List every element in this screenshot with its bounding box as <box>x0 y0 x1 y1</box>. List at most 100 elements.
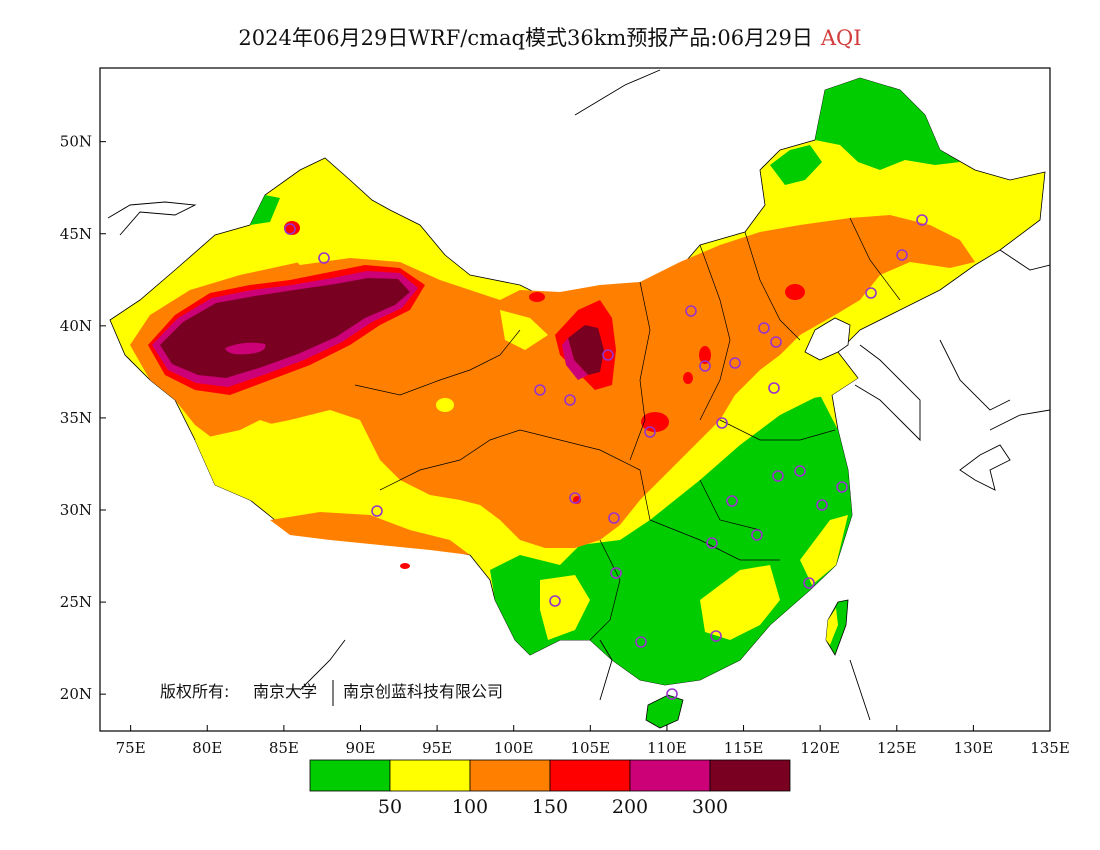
y-tick-label: 50N <box>60 133 92 151</box>
y-tick-label: 30N <box>60 501 92 519</box>
x-tick-label: 110E <box>647 739 687 757</box>
station-marker <box>836 481 848 493</box>
station-marker <box>371 505 383 517</box>
legend-swatch <box>469 759 551 792</box>
x-tick-label: 115E <box>724 739 764 757</box>
hotspot-shanxi <box>699 346 711 364</box>
station-marker <box>726 495 738 507</box>
hotspot-shaanxi <box>683 372 693 384</box>
y-tick-label: 40N <box>60 317 92 335</box>
station-marker <box>770 336 782 348</box>
station-marker <box>768 382 780 394</box>
y-tick-label: 45N <box>60 225 92 243</box>
x-tick-label: 85E <box>269 739 299 757</box>
station-marker <box>758 322 770 334</box>
hotspot-yunnan <box>400 563 410 569</box>
station-marker <box>635 636 647 648</box>
region-yellow-tibet <box>195 410 470 540</box>
legend-swatch <box>629 759 711 792</box>
copyright-prefix: 版权所有: <box>160 682 229 701</box>
x-tick-label: 100E <box>494 739 534 757</box>
island-hainan <box>645 694 684 729</box>
station-marker <box>710 630 722 642</box>
x-tick-label: 75E <box>116 739 146 757</box>
legend-threshold-label: 200 <box>612 796 648 818</box>
y-tick-label: 25N <box>60 593 92 611</box>
x-tick-label: 130E <box>954 739 994 757</box>
station-marker <box>666 688 678 700</box>
x-tick-label: 135E <box>1030 739 1070 757</box>
legend-threshold-label: 300 <box>692 796 728 818</box>
legend-colorbar: 50 100 150 200 300 <box>309 759 791 818</box>
x-tick-label: 105E <box>571 739 611 757</box>
station-marker <box>751 529 763 541</box>
x-tick-label: 120E <box>800 739 840 757</box>
x-tick-label: 90E <box>345 739 375 757</box>
y-axis: 50N 45N 40N 35N 30N 25N 20N <box>60 133 106 703</box>
station-marker <box>803 577 815 589</box>
station-marker <box>865 287 877 299</box>
x-tick-label: 125E <box>877 739 917 757</box>
hotspot-hebei <box>785 284 805 300</box>
station-marker <box>729 357 741 369</box>
title-main: 2024年06月29日WRF/cmaq模式36km预报产品:06月29日 <box>238 26 813 50</box>
station-marker <box>644 426 656 438</box>
region-yellow-guangdong <box>700 565 780 640</box>
region-purple-tarim-core <box>225 342 266 355</box>
station-marker <box>284 223 296 235</box>
copyright-owner1: 南京大学 <box>253 682 317 701</box>
bohai-sea <box>804 317 851 361</box>
station-markers <box>284 214 928 700</box>
x-axis: 75E 80E 85E 90E 95E 100E 105E 110E 115E 120E 125E 1… <box>116 725 1070 757</box>
hotspot-gansu <box>529 292 545 302</box>
island-taiwan-west <box>826 608 838 645</box>
station-marker <box>706 537 718 549</box>
region-hazardous-ordos <box>568 325 604 375</box>
station-marker <box>699 360 711 372</box>
station-marker <box>916 214 928 226</box>
legend-swatch <box>389 759 471 792</box>
legend-threshold-label: 100 <box>452 796 488 818</box>
copyright-owner2: 南京创蓝科技有限公司 <box>343 682 503 701</box>
title-variable: AQI <box>820 26 862 50</box>
region-green-northeast <box>815 78 960 170</box>
station-marker <box>534 384 546 396</box>
map-title: 2024年06月29日WRF/cmaq模式36km预报产品:06月29日 AQI <box>0 22 1100 52</box>
province-borders <box>354 217 901 641</box>
legend-threshold-label: 50 <box>378 796 402 818</box>
x-tick-label: 80E <box>192 739 222 757</box>
station-marker <box>608 512 620 524</box>
region-yellow-guangxi <box>540 575 590 640</box>
region-green-altai <box>250 195 280 225</box>
station-marker <box>794 465 806 477</box>
x-tick-label: 95E <box>422 739 452 757</box>
station-marker <box>569 492 581 504</box>
region-hazardous-tarim <box>160 278 410 378</box>
station-marker <box>602 349 614 361</box>
y-tick-label: 20N <box>60 685 92 703</box>
legend-swatch <box>549 759 631 792</box>
map-frame <box>99 67 1051 732</box>
legend-swatch <box>309 759 391 792</box>
station-marker <box>318 252 330 264</box>
region-purple-ordos <box>562 338 588 380</box>
region-orange-tibet-south <box>270 512 470 555</box>
station-marker <box>685 305 697 317</box>
region-green-hinggan <box>770 145 822 185</box>
legend-swatch <box>709 759 791 792</box>
station-marker <box>816 499 828 511</box>
station-marker <box>549 595 561 607</box>
neighbor-borders <box>107 69 1050 721</box>
station-marker <box>896 249 908 261</box>
y-tick-label: 35N <box>60 409 92 427</box>
map-layers <box>107 69 1050 729</box>
station-marker <box>564 394 576 406</box>
region-yellow-fujian <box>800 515 848 585</box>
station-marker <box>716 417 728 429</box>
station-marker <box>610 567 622 579</box>
yellow-spot-qinghai <box>436 398 454 412</box>
legend-threshold-label: 150 <box>532 796 568 818</box>
region-yellow-shandong <box>760 360 858 400</box>
station-marker <box>772 470 784 482</box>
